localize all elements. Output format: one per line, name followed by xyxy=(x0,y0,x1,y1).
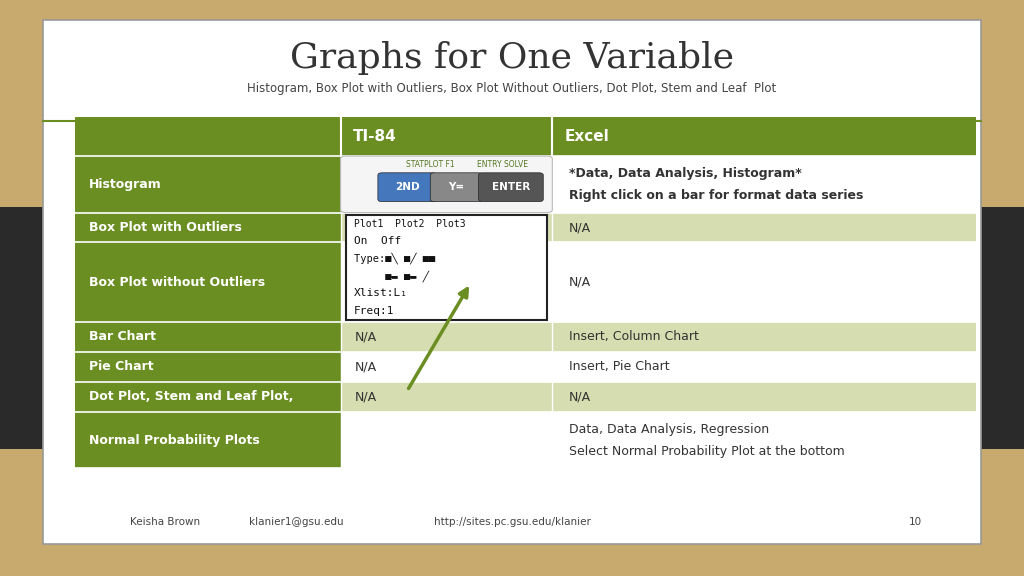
Text: Histogram, Box Plot with Outliers, Box Plot Without Outliers, Dot Plot, Stem and: Histogram, Box Plot with Outliers, Box P… xyxy=(248,82,776,94)
Bar xyxy=(75,117,341,156)
Bar xyxy=(341,213,552,242)
Bar xyxy=(552,117,976,156)
Bar xyxy=(341,382,552,412)
Bar xyxy=(341,352,552,382)
Bar xyxy=(75,242,341,322)
Text: Plot1  Plot2  Plot3: Plot1 Plot2 Plot3 xyxy=(354,218,466,229)
Text: Freq:1: Freq:1 xyxy=(354,306,394,316)
Text: N/A: N/A xyxy=(568,276,591,289)
Bar xyxy=(75,352,341,382)
FancyBboxPatch shape xyxy=(378,173,436,202)
Text: Right click on a bar for format data series: Right click on a bar for format data ser… xyxy=(568,189,863,202)
Bar xyxy=(552,242,976,322)
Bar xyxy=(75,156,341,213)
Bar xyxy=(341,156,552,213)
Text: *Data, Data Analysis, Histogram*: *Data, Data Analysis, Histogram* xyxy=(568,167,802,180)
Text: Histogram: Histogram xyxy=(89,178,162,191)
Text: N/A: N/A xyxy=(355,391,377,403)
Bar xyxy=(552,322,976,352)
Text: Box Plot without Outliers: Box Plot without Outliers xyxy=(89,276,265,289)
Text: Select Normal Probability Plot at the bottom: Select Normal Probability Plot at the bo… xyxy=(568,445,845,457)
Text: Insert, Column Chart: Insert, Column Chart xyxy=(568,331,698,343)
Bar xyxy=(0,207,43,449)
Text: Keisha Brown: Keisha Brown xyxy=(130,517,200,528)
Bar xyxy=(341,412,552,468)
Bar xyxy=(75,213,341,242)
Text: ■▬ ■▬ ╱: ■▬ ■▬ ╱ xyxy=(354,270,429,282)
Bar xyxy=(341,322,552,352)
Text: N/A: N/A xyxy=(355,331,377,343)
Bar xyxy=(552,352,976,382)
Bar xyxy=(552,213,976,242)
Text: Insert, Pie Chart: Insert, Pie Chart xyxy=(568,361,670,373)
Bar xyxy=(341,242,552,322)
Text: N/A: N/A xyxy=(568,391,591,403)
Text: Data, Data Analysis, Regression: Data, Data Analysis, Regression xyxy=(568,423,769,435)
Bar xyxy=(75,382,341,412)
Text: Excel: Excel xyxy=(564,129,609,144)
Bar xyxy=(341,117,552,156)
Text: klanier1@gsu.edu: klanier1@gsu.edu xyxy=(249,517,344,528)
Text: Bar Chart: Bar Chart xyxy=(89,331,156,343)
Bar xyxy=(552,156,976,213)
Bar xyxy=(552,412,976,468)
Bar xyxy=(346,215,547,320)
Text: Y=: Y= xyxy=(449,182,465,192)
Text: 10: 10 xyxy=(908,517,922,528)
Bar xyxy=(75,322,341,352)
Text: Normal Probability Plots: Normal Probability Plots xyxy=(89,434,260,446)
Text: http://sites.pc.gsu.edu/klanier: http://sites.pc.gsu.edu/klanier xyxy=(433,517,591,528)
Text: Box Plot with Outliers: Box Plot with Outliers xyxy=(89,221,242,234)
Bar xyxy=(552,382,976,412)
Text: TI-84: TI-84 xyxy=(353,129,396,144)
Text: Pie Chart: Pie Chart xyxy=(89,361,154,373)
Bar xyxy=(981,207,1024,449)
Bar xyxy=(75,412,341,468)
Text: Dot Plot, Stem and Leaf Plot,: Dot Plot, Stem and Leaf Plot, xyxy=(89,391,294,403)
Text: ENTER: ENTER xyxy=(492,182,530,192)
Text: Xlist:L₁: Xlist:L₁ xyxy=(354,289,408,298)
Text: Graphs for One Variable: Graphs for One Variable xyxy=(290,40,734,75)
Text: ENTRY SOLVE: ENTRY SOLVE xyxy=(477,160,528,169)
Text: STATPLOT F1: STATPLOT F1 xyxy=(407,160,455,169)
Text: Type:■╲ ■╱ ■■: Type:■╲ ■╱ ■■ xyxy=(354,253,435,264)
Text: N/A: N/A xyxy=(355,361,377,373)
Text: N/A: N/A xyxy=(568,221,591,234)
FancyBboxPatch shape xyxy=(478,173,544,202)
FancyBboxPatch shape xyxy=(430,173,482,202)
Text: 2ND: 2ND xyxy=(395,182,420,192)
FancyBboxPatch shape xyxy=(341,156,552,213)
Text: On  Off: On Off xyxy=(354,236,401,246)
